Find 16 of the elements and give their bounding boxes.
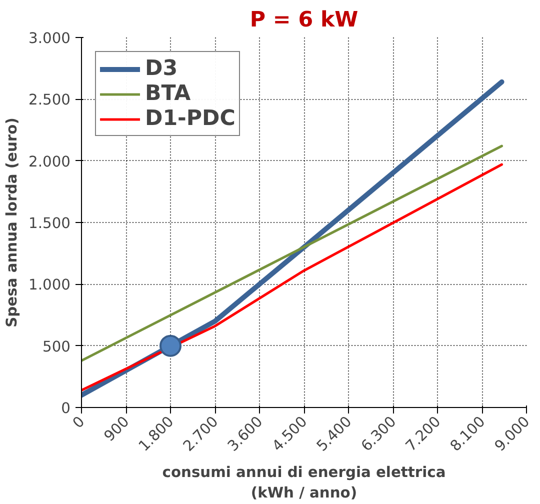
legend-label: BTA — [145, 81, 191, 106]
y-axis-title: Spesa annua lorda (euro) — [4, 118, 21, 328]
y-tick-label: 1.000 — [28, 276, 71, 294]
x-tick-label: 0 — [70, 413, 88, 432]
y-tick-label: 0 — [61, 400, 71, 417]
legend-label: D1-PDC — [145, 106, 236, 131]
x-tick-label: 900 — [100, 413, 133, 445]
y-tick-label: 1.500 — [28, 215, 71, 232]
x-axis-title: consumi annui di energia elettrica (kWh / anno) — [162, 464, 446, 502]
y-tick-label: 3.000 — [28, 30, 71, 47]
chart-title: P = 6 kW — [250, 8, 358, 32]
y-tick-label: 2.500 — [28, 92, 71, 109]
y-tick-label: 500 — [42, 338, 71, 356]
line-series — [82, 163, 504, 392]
legend-label: D3 — [145, 56, 178, 81]
y-tick-label: 2.000 — [28, 153, 71, 170]
